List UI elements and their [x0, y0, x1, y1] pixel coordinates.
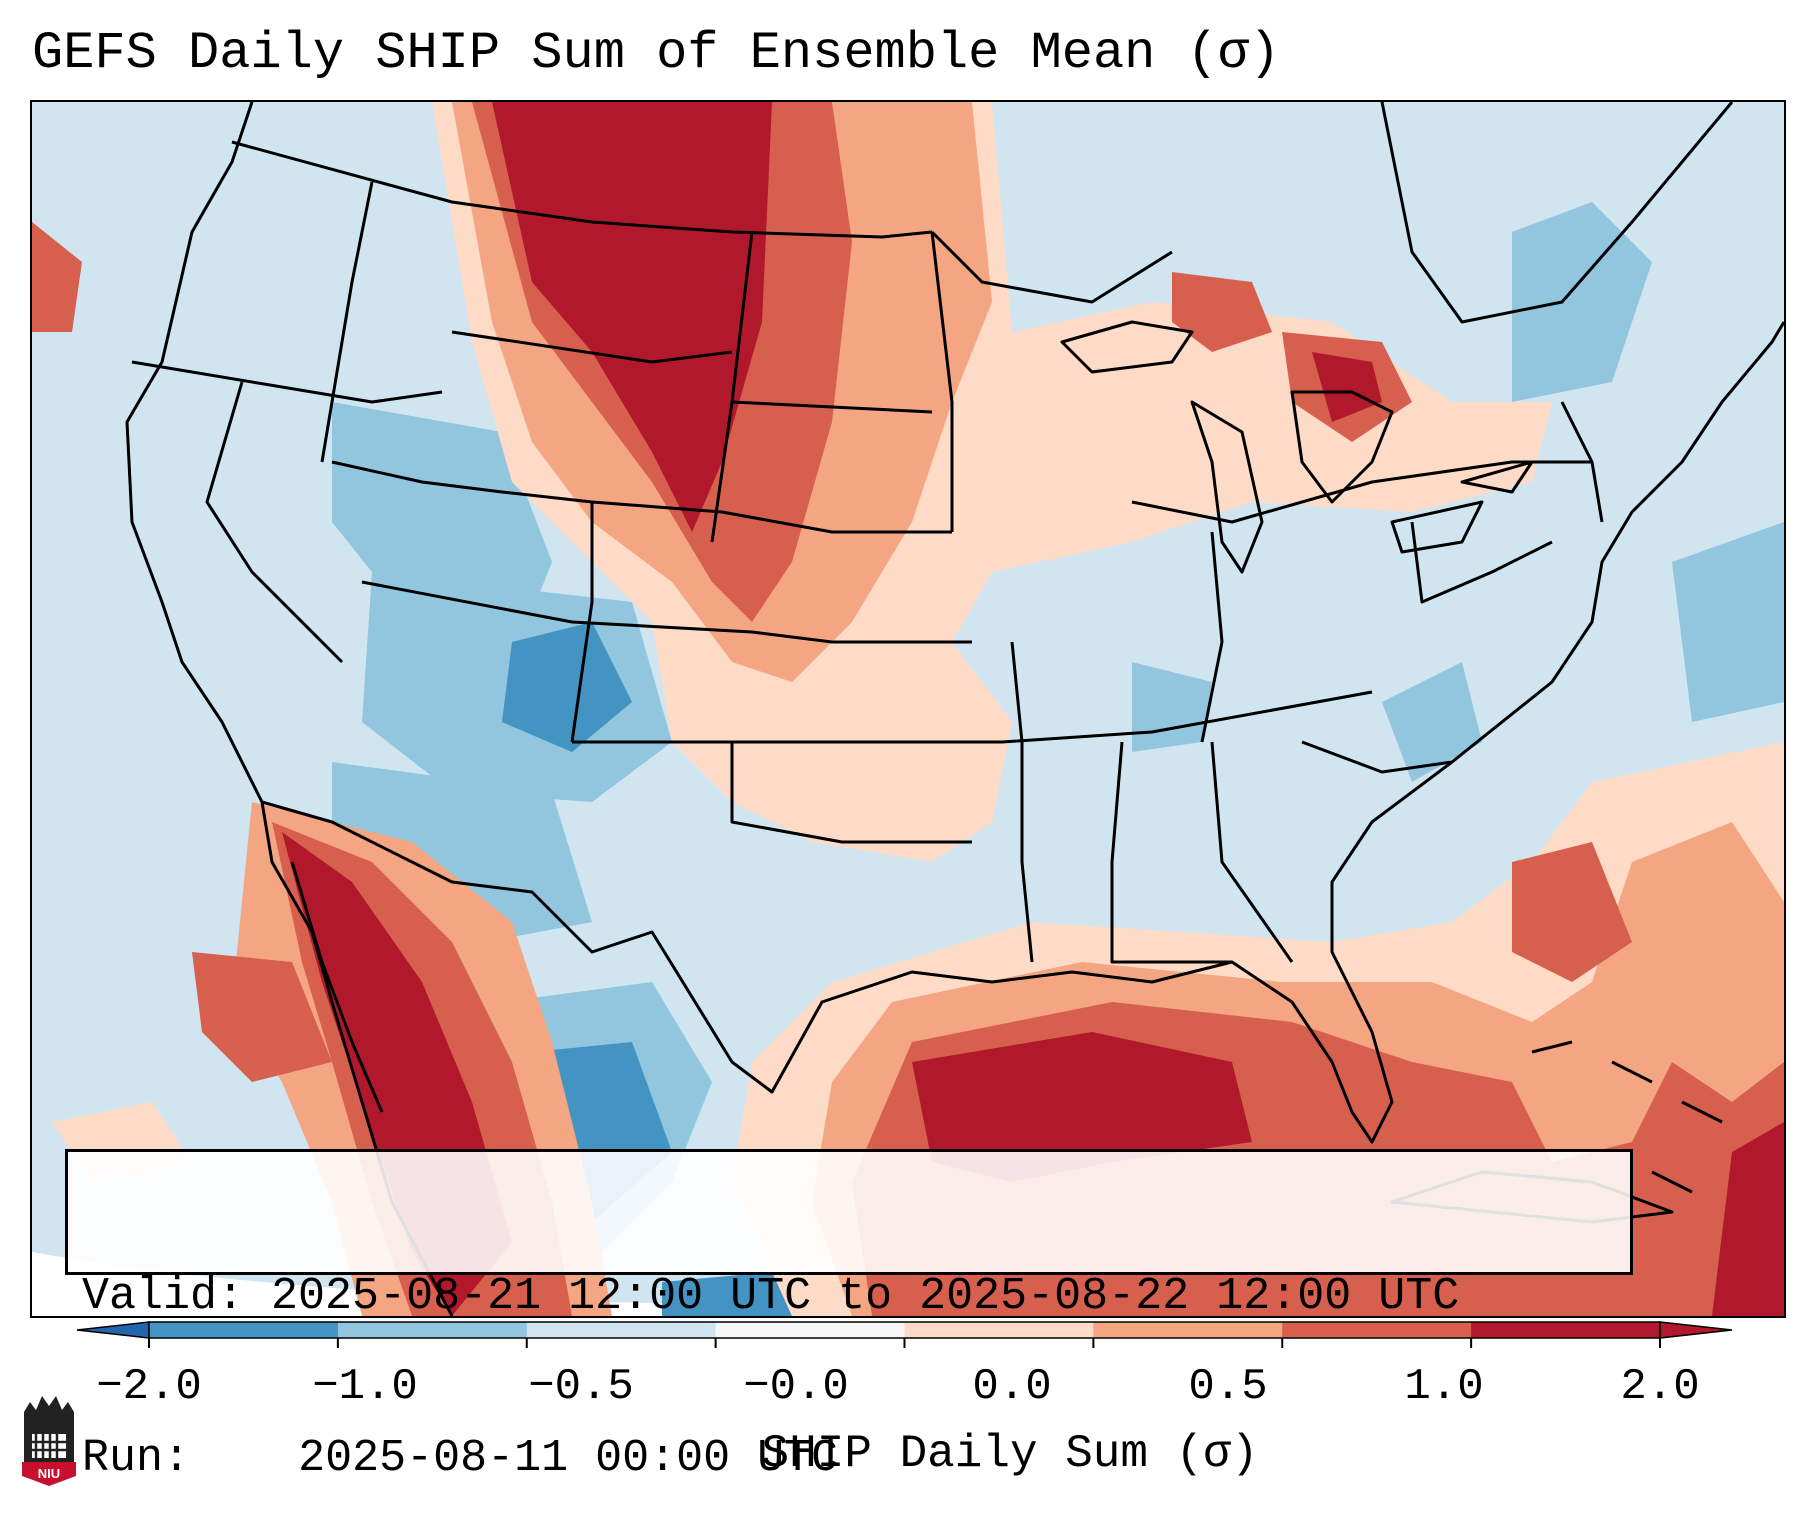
colorbar-tick-7: 2.0	[1620, 1362, 1700, 1412]
run-line: Run: 2025-08-11 00:00 UTC	[82, 1432, 1616, 1486]
state-and-coast-outlines	[125, 102, 1784, 1316]
valid-run-infobox: Valid: 2025-08-21 12:00 UTC to 2025-08-2…	[65, 1149, 1633, 1484]
colorbar-tick-1: −1.0	[312, 1362, 418, 1412]
anomaly-field	[32, 102, 1784, 1316]
valid-line: Valid: 2025-08-21 12:00 UTC to 2025-08-2…	[82, 1270, 1616, 1324]
colorbar-label: SHIP Daily Sum (σ)	[761, 1428, 1259, 1480]
colorbar	[76, 1321, 1733, 1348]
colorbar-segment	[904, 1322, 1094, 1338]
colorbar-segment	[149, 1322, 339, 1338]
colorbar-tick-5: 0.5	[1188, 1362, 1268, 1412]
colorbar-segment	[715, 1322, 905, 1338]
run-value: 2025-08-11 00:00 UTC	[298, 1433, 839, 1484]
colorbar-segment	[337, 1322, 528, 1338]
valid-label: Valid:	[82, 1271, 245, 1322]
run-label: Run:	[82, 1433, 191, 1484]
map-panel	[30, 100, 1786, 1318]
colorbar-tick-2: −0.5	[528, 1362, 634, 1412]
colorbar-tick-6: 1.0	[1404, 1362, 1484, 1412]
colorbar-under-extend	[76, 1321, 150, 1339]
map-title: GEFS Daily SHIP Sum of Ensemble Mean (σ)	[32, 24, 1281, 83]
colorbar-over-extend	[1659, 1321, 1733, 1339]
colorbar-segment	[1282, 1322, 1472, 1338]
colorbar-segment	[1093, 1322, 1283, 1338]
niu-logo-icon: NIU	[22, 1396, 76, 1486]
niu-logo-text: NIU	[38, 1466, 60, 1481]
valid-value: 2025-08-21 12:00 UTC to 2025-08-22 12:00…	[271, 1271, 1460, 1322]
colorbar-tick-0: −2.0	[96, 1362, 202, 1412]
colorbar-segment	[1471, 1322, 1661, 1338]
colorbar-tick-3: −0.0	[743, 1362, 849, 1412]
colorbar-segment	[526, 1322, 717, 1338]
colorbar-tick-4: 0.0	[972, 1362, 1052, 1412]
